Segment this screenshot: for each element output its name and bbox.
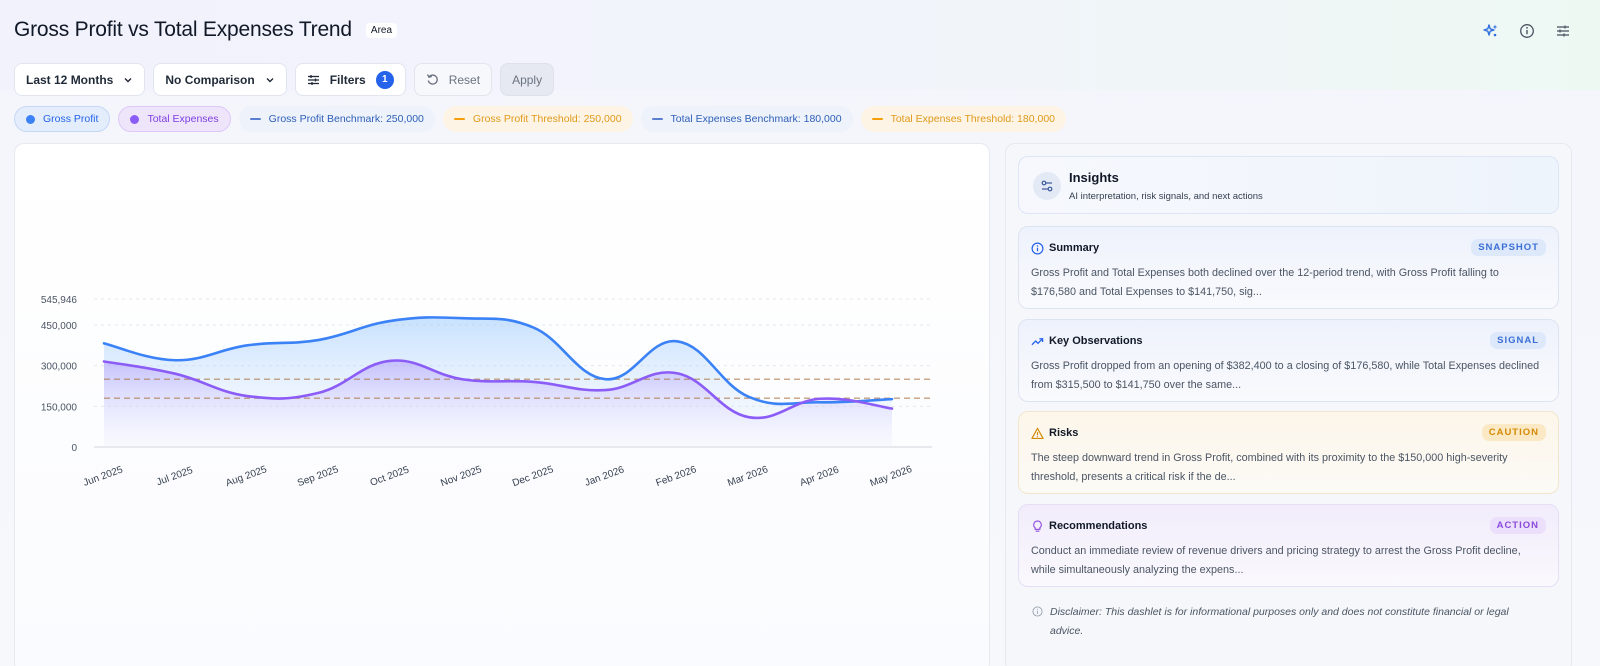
- x-tick-label: Jan 2026: [583, 464, 626, 489]
- insights-subtitle: AI interpretation, risk signals, and nex…: [1069, 191, 1263, 202]
- legend-total-expenses[interactable]: Total Expenses: [118, 106, 231, 132]
- legend-label: Gross Profit Threshold: 250,000: [472, 113, 622, 125]
- card-text: Conduct an immediate review of revenue d…: [1031, 545, 1521, 576]
- chevron-down-icon: [266, 77, 274, 82]
- x-tick-label: Sep 2025: [296, 464, 340, 489]
- legend-gross-profit[interactable]: Gross Profit: [14, 106, 111, 132]
- reset-button[interactable]: Reset: [413, 63, 493, 96]
- legend-label: Total Expenses Threshold: 180,000: [890, 113, 1055, 125]
- toolbar: Last 12 Months No Comparison Filters 1 R…: [14, 63, 555, 96]
- y-tick-label: 0: [71, 443, 77, 454]
- card-text: The steep downward trend in Gross Profit…: [1031, 452, 1508, 483]
- card-tag: SIGNAL: [1490, 332, 1546, 349]
- comparison-select[interactable]: No Comparison: [153, 63, 287, 96]
- x-tick-label: Jun 2025: [82, 464, 125, 489]
- area-chart: 0 150,000 300,000 450,000 545,946 Jun 2025 Ju…: [41, 295, 932, 490]
- x-tick-label: Nov 2025: [439, 464, 483, 489]
- legend-te-benchmark[interactable]: Total Expenses Benchmark: 180,000: [640, 106, 853, 132]
- legend-label: Gross Profit: [43, 113, 99, 125]
- disclaimer-text: Disclaimer: This dashlet is for informat…: [1050, 606, 1509, 637]
- legend-dash: [871, 118, 883, 120]
- legend-dot: [130, 114, 140, 124]
- header-actions: [1482, 22, 1572, 40]
- insights-icon: [1033, 172, 1061, 200]
- insights-panel: Insights AI interpretation, risk signals…: [1005, 143, 1572, 666]
- legend-dash: [453, 118, 465, 120]
- x-tick-label: Dec 2025: [511, 464, 555, 489]
- observations-card: Key Observations SIGNAL Gross Profit dro…: [1018, 319, 1559, 402]
- chart-type-badge: Area: [365, 22, 398, 38]
- risks-card: Risks CAUTION The steep downward trend i…: [1018, 411, 1559, 494]
- legend-dash: [651, 118, 663, 120]
- recommendations-card: Recommendations ACTION Conduct an immedi…: [1018, 504, 1559, 587]
- insights-title: Insights: [1069, 170, 1119, 185]
- card-text: Gross Profit and Total Expenses both dec…: [1031, 267, 1499, 298]
- legend-label: Total Expenses: [147, 113, 219, 125]
- filters-count-badge: 1: [375, 70, 394, 89]
- summary-card: Summary SNAPSHOT Gross Profit and Total …: [1018, 226, 1559, 309]
- x-tick-label: Aug 2025: [224, 464, 268, 489]
- apply-button[interactable]: Apply: [500, 63, 555, 96]
- y-tick-label: 545,946: [41, 295, 78, 306]
- trending-up-icon: [1031, 338, 1044, 346]
- legend-te-threshold[interactable]: Total Expenses Threshold: 180,000: [860, 106, 1066, 132]
- x-tick-label: Apr 2026: [799, 464, 841, 488]
- card-tag: SNAPSHOT: [1471, 239, 1546, 256]
- y-tick-label: 300,000: [41, 362, 78, 373]
- card-title: Summary: [1049, 242, 1100, 254]
- card-title: Recommendations: [1049, 520, 1148, 532]
- sparkle-icon[interactable]: [1482, 22, 1500, 40]
- x-tick-label: May 2026: [869, 464, 914, 490]
- info-icon: [1031, 242, 1044, 255]
- filters-button[interactable]: Filters 1: [294, 63, 406, 96]
- warning-icon: [1031, 427, 1044, 440]
- card-tag: CAUTION: [1481, 424, 1546, 441]
- insights-header: Insights AI interpretation, risk signals…: [1018, 156, 1559, 214]
- card-tag: ACTION: [1489, 517, 1546, 534]
- filters-label: Filters: [329, 72, 366, 87]
- legend-dot: [26, 114, 35, 124]
- legend-label: Gross Profit Benchmark: 250,000: [268, 113, 424, 125]
- y-tick-label: 450,000: [41, 321, 78, 332]
- total-expenses-line: [102, 359, 894, 420]
- chevron-down-icon: [124, 77, 132, 82]
- filter-sliders-icon: [307, 74, 319, 85]
- info-icon: [1032, 606, 1043, 617]
- disclaimer: Disclaimer: This dashlet is for informat…: [1032, 603, 1532, 641]
- reset-icon: [426, 74, 438, 85]
- page-title: Gross Profit vs Total Expenses Trend: [14, 18, 352, 41]
- comparison-select-value: No Comparison: [165, 72, 255, 87]
- gross-profit-line: [102, 316, 894, 406]
- x-tick-label: Oct 2025: [369, 464, 411, 488]
- apply-label: Apply: [512, 72, 543, 87]
- card-title: Risks: [1049, 427, 1079, 439]
- x-tick-label: Feb 2026: [654, 464, 698, 489]
- header: Gross Profit vs Total Expenses Trend Are…: [14, 18, 398, 42]
- period-select[interactable]: Last 12 Months: [14, 63, 146, 96]
- card-text: Gross Profit dropped from an opening of …: [1031, 360, 1540, 391]
- period-select-value: Last 12 Months: [26, 72, 114, 87]
- legend-gp-threshold[interactable]: Gross Profit Threshold: 250,000: [442, 106, 633, 132]
- legend-label: Total Expenses Benchmark: 180,000: [670, 113, 842, 125]
- chart-card: 0 150,000 300,000 450,000 545,946 Jun 2025 Ju…: [14, 143, 990, 666]
- info-icon[interactable]: [1518, 22, 1536, 40]
- card-title: Key Observations: [1049, 335, 1143, 347]
- legend-gp-benchmark[interactable]: Gross Profit Benchmark: 250,000: [238, 106, 435, 132]
- chart-legend: Gross Profit Total Expenses Gross Profit…: [14, 106, 1066, 132]
- x-tick-label: Jul 2025: [155, 465, 195, 488]
- reset-label: Reset: [448, 72, 481, 87]
- legend-dash: [249, 118, 261, 120]
- y-tick-label: 150,000: [41, 402, 78, 413]
- lightbulb-icon: [1033, 520, 1042, 532]
- x-tick-label: Mar 2026: [726, 464, 770, 489]
- settings-sliders-icon[interactable]: [1554, 22, 1572, 40]
